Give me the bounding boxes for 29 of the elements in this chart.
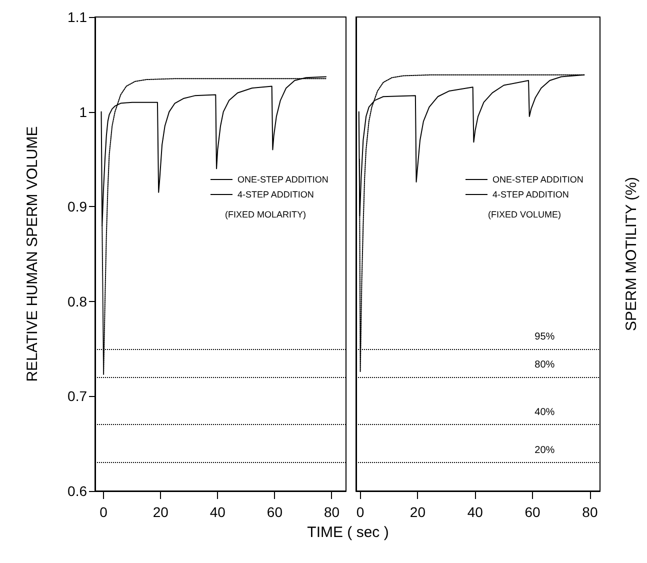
y2-axis-title: SPERM MOTILITY (%) xyxy=(623,177,640,331)
annotation: 95% xyxy=(534,331,555,342)
x-tick-label: 20 xyxy=(410,504,426,520)
legend-label: 4-STEP ADDITION xyxy=(492,190,569,200)
x-tick-label: 60 xyxy=(266,504,283,520)
x-tick-label: 40 xyxy=(210,504,226,520)
y-tick-label: 1.1 xyxy=(68,9,88,25)
annotation: (FIXED VOLUME) xyxy=(488,210,562,220)
y-tick-label: 0.6 xyxy=(68,483,88,499)
annotation: 80% xyxy=(534,360,555,371)
x-tick-label: 80 xyxy=(582,504,598,520)
y-tick-label: 0.8 xyxy=(68,293,88,310)
x-tick-label: 80 xyxy=(324,504,340,520)
annotation: 40% xyxy=(534,407,555,418)
y-axis-title: RELATIVE HUMAN SPERM VOLUME xyxy=(24,126,41,382)
annotation: 20% xyxy=(534,445,555,456)
x-tick-label: 0 xyxy=(356,504,364,520)
x-axis-title: TIME ( sec ) xyxy=(306,524,390,541)
x-tick-label: 20 xyxy=(152,504,169,520)
x-tick-label: 0 xyxy=(100,504,108,520)
legend-label: ONE-STEP ADDITION xyxy=(237,174,328,184)
legend-label: 4-STEP ADDITION xyxy=(237,190,314,200)
x-tick-label: 60 xyxy=(524,504,541,520)
y-tick-label: 0.7 xyxy=(68,388,88,404)
y-tick-label: 0.9 xyxy=(68,198,88,215)
annotation: (FIXED MOLARITY) xyxy=(224,210,306,220)
x-tick-label: 40 xyxy=(467,504,484,520)
legend-label: ONE-STEP ADDITION xyxy=(492,174,584,184)
y-tick-label: 1 xyxy=(79,104,88,120)
